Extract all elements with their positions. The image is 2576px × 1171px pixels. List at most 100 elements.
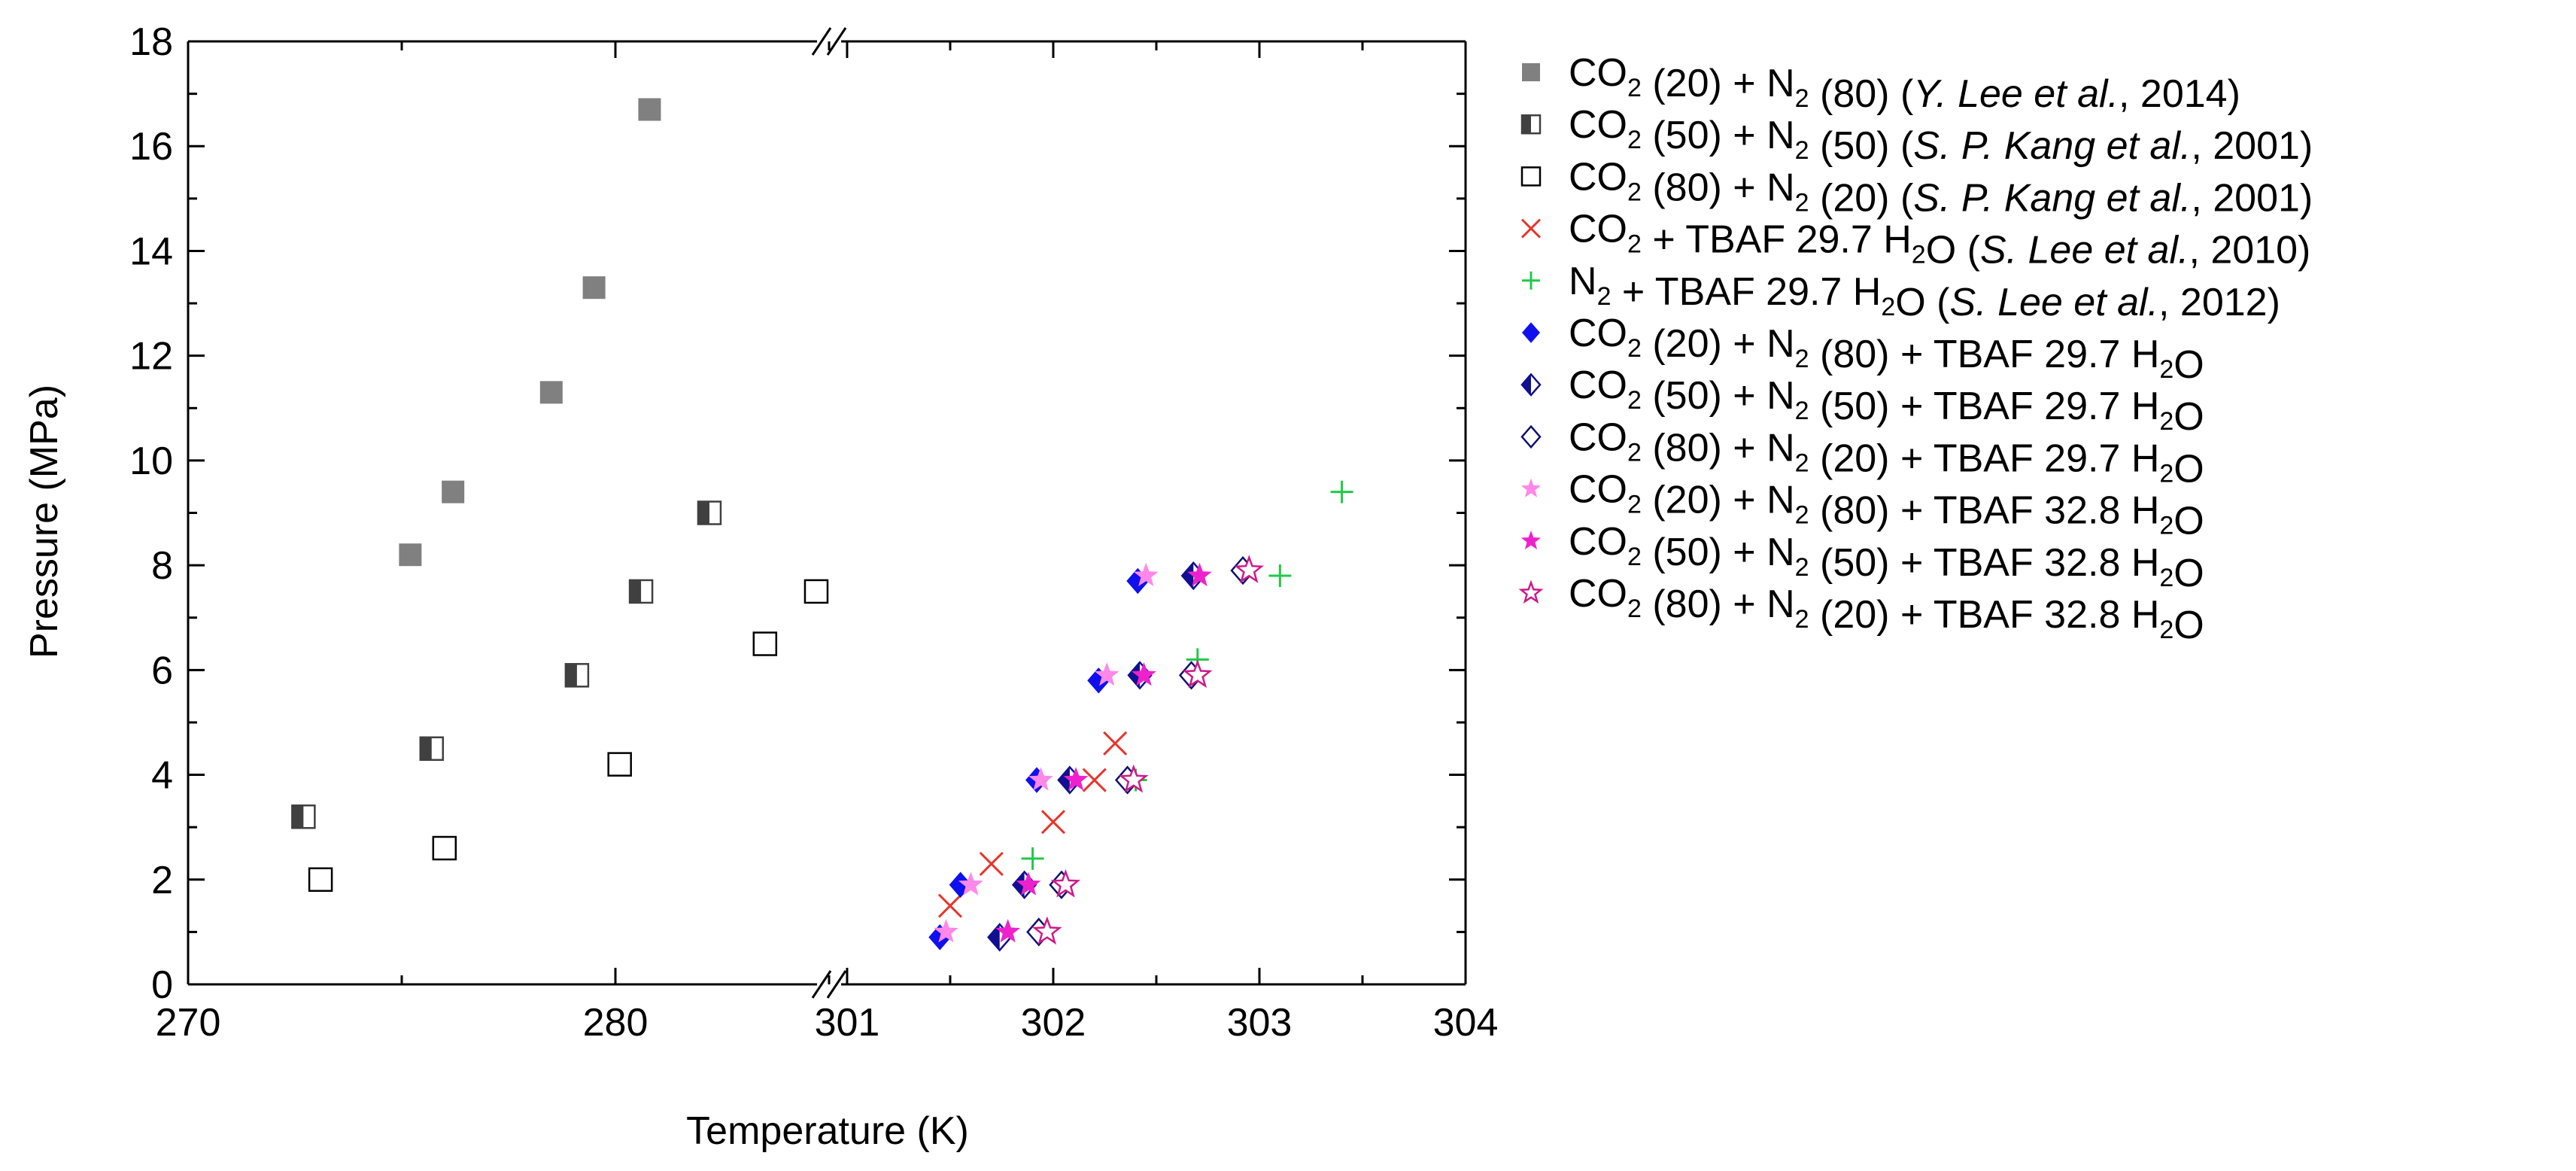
series-9 — [934, 562, 1159, 943]
legend-entry: N2 + TBAF 29.7 H2O (S. Lee et al., 2012) — [1522, 260, 2280, 324]
x-tick-label: 302 — [1021, 1001, 1086, 1045]
data-point — [937, 893, 963, 918]
top-axis-break-mark — [826, 27, 847, 56]
legend: CO2 (20) + N2 (80) (Y. Lee et al., 2014)… — [1518, 51, 2313, 647]
data-point — [1094, 662, 1119, 686]
legend-marker — [1520, 531, 1542, 549]
bottom-axis-break-mark — [826, 970, 847, 999]
data-point — [1103, 731, 1128, 756]
legend-entry: CO2 (20) + N2 (80) (Y. Lee et al., 2014) — [1522, 51, 2240, 116]
y-tick-label: 10 — [129, 440, 173, 483]
x-axis-label: Temperature (K) — [686, 1109, 969, 1153]
data-point — [1016, 871, 1041, 896]
legend-entry: CO2 (80) + N2 (20) + TBAF 29.7 H2O — [1520, 415, 2204, 491]
series-2 — [291, 500, 722, 829]
legend-entry: CO2 (20) + N2 (80) + TBAF 29.7 H2O — [1522, 312, 2204, 387]
x-axis: 270 280 301 302 303 304 — [156, 41, 1498, 1045]
legend-marker — [1522, 63, 1540, 81]
data-point — [607, 752, 632, 777]
data-point — [979, 851, 1004, 876]
data-point — [1133, 562, 1159, 586]
data-point — [697, 500, 722, 525]
legend-label: CO2 (20) + N2 (80) + TBAF 32.8 H2O — [1569, 468, 2204, 543]
x-tick-label: 301 — [815, 1001, 880, 1045]
x-tick-label: 303 — [1227, 1001, 1293, 1045]
legend-marker — [1520, 218, 1542, 239]
data-point — [442, 480, 465, 503]
legend-marker — [1520, 424, 1542, 449]
data-point — [1187, 562, 1212, 586]
data-point — [291, 804, 316, 829]
data-point — [752, 631, 778, 656]
data-point — [628, 579, 654, 604]
series-3 — [308, 579, 829, 893]
y-tick-label: 6 — [151, 649, 173, 692]
data-point — [1031, 916, 1062, 945]
data-point — [1021, 847, 1044, 870]
legend-entry: CO2 (20) + N2 (80) + TBAF 32.8 H2O — [1520, 468, 2204, 543]
series-11 — [1031, 555, 1265, 945]
y-axis-label: Pressure (MPa) — [23, 385, 66, 658]
legend-entry: CO2 (50) + N2 (50) (S. P. Kang et al., 2… — [1520, 103, 2313, 168]
y-axis: 0 2 4 6 8 10 12 14 16 18 — [129, 20, 1466, 1007]
legend-entry: CO2 (80) + N2 (20) + TBAF 32.8 H2O — [1518, 572, 2204, 647]
legend-marker — [1520, 373, 1542, 397]
series-4 — [937, 731, 1128, 918]
legend-marker — [1520, 114, 1542, 135]
data-point — [1028, 767, 1053, 791]
data-point — [1268, 564, 1292, 588]
data-point — [1082, 768, 1107, 792]
y-tick-label: 2 — [151, 859, 173, 902]
legend-marker — [1520, 478, 1542, 497]
legend-marker — [1518, 579, 1544, 604]
bottom-axis-break-mark — [811, 970, 832, 999]
data-point — [1063, 767, 1089, 791]
series-5 — [1021, 480, 1353, 870]
y-tick-label: 18 — [129, 20, 173, 64]
data-point — [308, 867, 333, 893]
y-tick-label: 14 — [129, 230, 173, 273]
data-points — [291, 98, 1353, 952]
x-tick-label: 280 — [583, 1001, 649, 1045]
data-point — [1183, 659, 1213, 689]
legend-label: CO2 + TBAF 29.7 H2O (S. Lee et al., 2010… — [1569, 208, 2310, 272]
legend-marker — [1522, 322, 1540, 343]
legend-entry: CO2 + TBAF 29.7 H2O (S. Lee et al., 2010… — [1520, 208, 2310, 272]
legend-label: CO2 (20) + N2 (80) (Y. Lee et al., 2014) — [1569, 51, 2240, 116]
y-tick-label: 16 — [129, 125, 173, 169]
data-point — [638, 98, 661, 121]
legend-marker — [1520, 166, 1542, 187]
legend-label: CO2 (80) + N2 (20) (S. P. Kang et al., 2… — [1569, 155, 2313, 220]
legend-label: CO2 (50) + N2 (50) + TBAF 29.7 H2O — [1569, 363, 2204, 439]
data-point — [419, 736, 445, 761]
data-point — [539, 381, 563, 404]
legend-entry: CO2 (50) + N2 (50) + TBAF 32.8 H2O — [1520, 520, 2204, 595]
data-point — [803, 579, 829, 604]
legend-marker — [1522, 271, 1540, 290]
x-tick-label: 270 — [156, 1001, 221, 1045]
legend-label: CO2 (20) + N2 (80) + TBAF 29.7 H2O — [1569, 312, 2204, 387]
legend-label: CO2 (80) + N2 (20) + TBAF 29.7 H2O — [1569, 415, 2204, 491]
data-point — [1132, 662, 1156, 686]
data-point — [582, 276, 606, 300]
data-point — [1234, 555, 1265, 583]
data-point — [1050, 868, 1081, 898]
data-point — [432, 835, 457, 861]
legend-label: CO2 (50) + N2 (50) + TBAF 32.8 H2O — [1569, 520, 2204, 595]
data-point — [1330, 480, 1353, 503]
data-point — [1119, 764, 1149, 793]
top-axis-break-mark — [811, 27, 832, 56]
legend-label: CO2 (50) + N2 (50) (S. P. Kang et al., 2… — [1569, 103, 2313, 168]
y-tick-label: 4 — [151, 754, 173, 798]
y-tick-label: 8 — [151, 544, 173, 588]
data-point — [995, 919, 1021, 943]
series-1 — [399, 98, 661, 567]
legend-entry: CO2 (50) + N2 (50) + TBAF 29.7 H2O — [1520, 363, 2204, 439]
y-tick-label: 0 — [151, 963, 173, 1007]
data-point — [564, 663, 590, 688]
legend-entry: CO2 (80) + N2 (20) (S. P. Kang et al., 2… — [1520, 155, 2313, 220]
y-tick-label: 12 — [129, 335, 173, 379]
data-point — [1040, 810, 1066, 835]
data-point — [958, 871, 983, 896]
